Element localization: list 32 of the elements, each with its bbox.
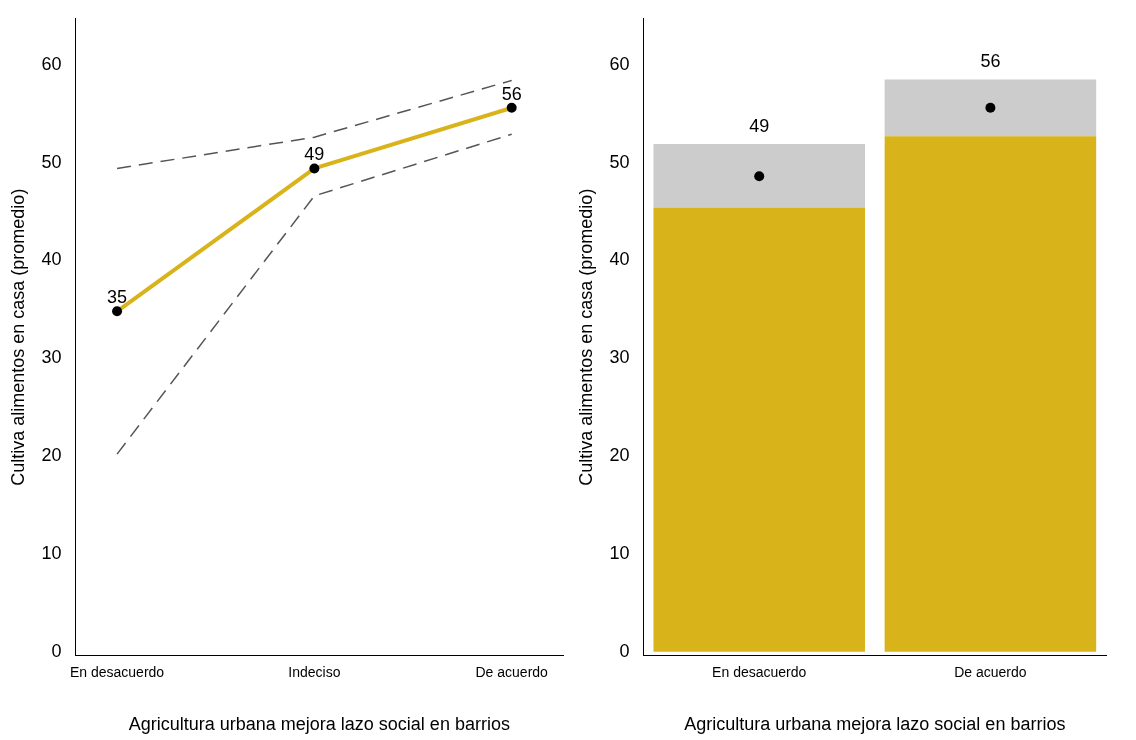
y-tick-label: 10 bbox=[41, 542, 62, 563]
x-tick-label: De acuerdo bbox=[954, 663, 1027, 680]
data-label: 56 bbox=[501, 83, 522, 104]
y-tick-label: 40 bbox=[609, 249, 630, 270]
y-tick-label: 20 bbox=[609, 445, 630, 466]
data-label: 49 bbox=[749, 115, 770, 136]
y-tick-label: 0 bbox=[51, 640, 62, 661]
x-axis-title: Agricultura urbana mejora lazo social en barrios bbox=[684, 714, 1066, 735]
y-tick-label: 10 bbox=[609, 542, 630, 563]
x-tick-label: En desacuerdo bbox=[712, 663, 807, 680]
y-tick-label: 50 bbox=[609, 151, 630, 172]
bar bbox=[884, 79, 1097, 137]
y-tick-label: 30 bbox=[609, 347, 630, 368]
y-axis-title: Cultiva alimentos en casa (promedio) bbox=[575, 188, 596, 486]
data-label: 35 bbox=[107, 287, 128, 308]
x-tick-label: De acuerdo bbox=[475, 663, 549, 680]
x-tick-label: Indeciso bbox=[288, 663, 341, 680]
y-tick-label: 0 bbox=[619, 640, 630, 661]
y-tick-label: 60 bbox=[609, 53, 630, 74]
y-tick-label: 30 bbox=[41, 347, 62, 368]
bar bbox=[653, 144, 865, 208]
y-tick-label: 40 bbox=[41, 249, 62, 270]
y-tick-label: 20 bbox=[41, 445, 62, 466]
bar bbox=[884, 136, 1097, 652]
y-tick-label: 60 bbox=[41, 53, 62, 74]
y-axis-title: Cultiva alimentos en casa (promedio) bbox=[7, 188, 28, 486]
y-tick-label: 50 bbox=[41, 151, 62, 172]
data-label: 49 bbox=[304, 144, 325, 165]
x-axis-title: Agricultura urbana mejora lazo social en barrios bbox=[128, 714, 510, 735]
data-label: 56 bbox=[980, 51, 1001, 72]
x-tick-label: En desacuerdo bbox=[69, 663, 165, 680]
bar bbox=[653, 207, 865, 652]
